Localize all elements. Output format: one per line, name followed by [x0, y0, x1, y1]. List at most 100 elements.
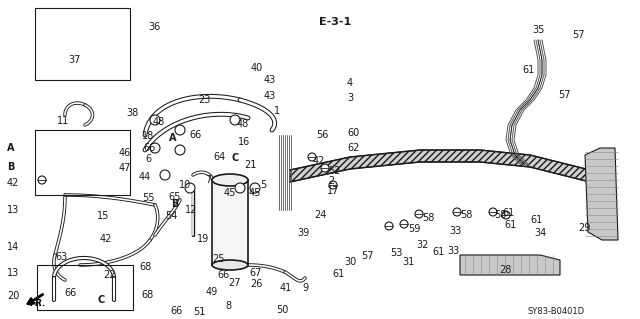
Text: 10: 10 — [179, 180, 191, 190]
Text: 37: 37 — [68, 55, 81, 65]
Text: 6: 6 — [145, 154, 151, 164]
Text: 57: 57 — [361, 251, 374, 261]
Text: 16: 16 — [238, 137, 250, 147]
Text: 49: 49 — [206, 287, 218, 297]
Text: 61: 61 — [522, 65, 534, 75]
Text: 18: 18 — [142, 131, 154, 141]
Text: 48: 48 — [237, 119, 249, 129]
Circle shape — [453, 208, 461, 216]
Text: 36: 36 — [148, 22, 160, 32]
Text: 54: 54 — [165, 211, 177, 221]
Text: 27: 27 — [228, 278, 241, 288]
Text: 21: 21 — [244, 160, 257, 170]
Text: 1: 1 — [274, 106, 280, 116]
Circle shape — [230, 115, 240, 125]
Text: 4: 4 — [347, 78, 353, 88]
Text: SY83-B0401D: SY83-B0401D — [527, 307, 584, 316]
Circle shape — [38, 176, 46, 184]
Text: 13: 13 — [7, 205, 19, 215]
Circle shape — [235, 183, 245, 193]
Circle shape — [329, 181, 337, 189]
Text: 63: 63 — [55, 252, 67, 262]
Text: 66: 66 — [143, 143, 156, 153]
Text: A: A — [169, 133, 177, 143]
Circle shape — [185, 183, 195, 193]
Polygon shape — [460, 255, 560, 275]
Text: B: B — [171, 199, 179, 209]
Text: 68: 68 — [141, 290, 153, 300]
Circle shape — [415, 210, 423, 218]
Text: 31: 31 — [402, 257, 414, 267]
Circle shape — [250, 183, 260, 193]
Text: 57: 57 — [558, 90, 570, 100]
Text: 34: 34 — [534, 228, 547, 238]
Bar — [37, 265, 133, 310]
Text: 67: 67 — [249, 268, 261, 278]
Text: 61: 61 — [432, 247, 444, 257]
Circle shape — [489, 208, 497, 216]
Text: 50: 50 — [276, 305, 289, 315]
Text: E-3-1: E-3-1 — [319, 17, 351, 27]
Text: 35: 35 — [532, 25, 545, 35]
Text: 48: 48 — [153, 117, 165, 127]
Text: 28: 28 — [499, 265, 511, 275]
Text: 40: 40 — [251, 63, 263, 73]
Bar — [35, 130, 130, 195]
Circle shape — [150, 143, 160, 153]
Text: 52: 52 — [328, 166, 340, 176]
Text: 44: 44 — [139, 172, 151, 182]
Text: 55: 55 — [142, 193, 154, 203]
Text: 39: 39 — [297, 228, 309, 238]
Text: 66: 66 — [64, 288, 76, 298]
Circle shape — [400, 220, 408, 228]
Circle shape — [175, 145, 185, 155]
Text: 66: 66 — [170, 306, 182, 316]
Text: 61: 61 — [504, 220, 516, 230]
Bar — [35, 130, 130, 195]
Text: 46: 46 — [119, 148, 131, 158]
Text: 5: 5 — [260, 180, 266, 190]
Text: 12: 12 — [185, 205, 197, 215]
Text: 24: 24 — [314, 210, 326, 220]
Text: 47: 47 — [119, 163, 131, 173]
Text: 43: 43 — [264, 91, 276, 101]
Text: 45: 45 — [249, 188, 261, 198]
Text: 62: 62 — [347, 143, 360, 153]
Circle shape — [175, 125, 185, 135]
Circle shape — [150, 115, 160, 125]
Circle shape — [385, 222, 393, 230]
Text: 30: 30 — [344, 257, 356, 267]
Text: 17: 17 — [327, 186, 339, 196]
Circle shape — [160, 170, 170, 180]
Text: 60: 60 — [347, 128, 359, 138]
Text: 45: 45 — [224, 188, 236, 198]
Text: A: A — [7, 143, 15, 153]
Text: 61: 61 — [332, 269, 344, 279]
Text: B: B — [7, 162, 14, 172]
Text: 68: 68 — [139, 262, 151, 272]
Text: 29: 29 — [578, 223, 590, 233]
Text: 43: 43 — [264, 75, 276, 85]
Text: 25: 25 — [212, 254, 225, 264]
Text: 65: 65 — [168, 192, 180, 202]
Text: 3: 3 — [347, 93, 353, 103]
Bar — [35, 8, 130, 80]
Text: 61: 61 — [530, 215, 542, 225]
Text: 41: 41 — [280, 283, 292, 293]
Ellipse shape — [212, 174, 248, 186]
Text: 51: 51 — [193, 307, 205, 317]
Text: 20: 20 — [7, 291, 19, 301]
Text: 19: 19 — [197, 234, 209, 244]
Text: 66: 66 — [217, 270, 229, 280]
Circle shape — [308, 153, 316, 161]
Text: C: C — [97, 295, 104, 305]
Circle shape — [321, 164, 329, 172]
Text: 64: 64 — [213, 152, 225, 162]
Text: 58: 58 — [422, 213, 435, 223]
Text: 42: 42 — [7, 178, 19, 188]
Text: C: C — [232, 153, 239, 163]
Text: 59: 59 — [408, 224, 420, 234]
Text: 57: 57 — [572, 30, 584, 40]
Text: 26: 26 — [250, 279, 262, 289]
Text: 7: 7 — [205, 175, 211, 185]
